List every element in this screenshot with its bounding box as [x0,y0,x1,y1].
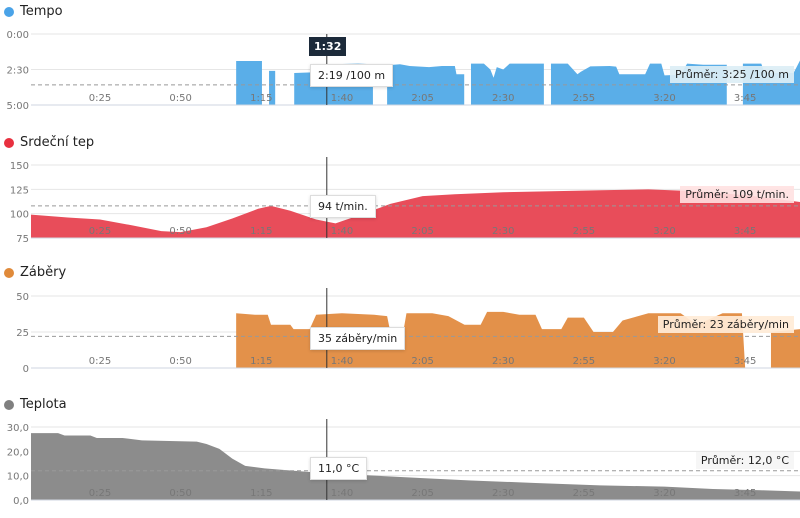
x-tick-label: 2:55 [573,488,595,499]
x-tick-label: 0:50 [169,488,191,499]
x-tick-label: 2:55 [573,226,595,237]
y-tick-label: 5:00 [7,101,29,112]
x-tick-label: 1:15 [250,488,272,499]
x-tick-label: 2:05 [411,93,433,104]
x-tick-label: 2:30 [492,356,514,367]
x-tick-label: 0:50 [169,356,191,367]
x-tick-label: 3:20 [653,226,675,237]
x-tick-label: 3:20 [653,488,675,499]
temperature-title-text: Teplota [20,397,67,412]
heart-rate-legend-dot-icon [4,137,14,148]
temperature-legend-dot-icon [4,399,14,410]
series-area [269,70,276,105]
y-tick-label: 0:00 [7,30,29,41]
y-tick-label: 25 [16,328,29,339]
y-tick-label: 75 [16,234,29,245]
x-tick-label: 3:20 [653,93,675,104]
y-tick-label: 20,0 [7,447,29,458]
heart-rate-average-label: Průměr: 109 t/min. [680,186,794,203]
y-tick-label: 50 [16,292,29,303]
x-tick-label: 1:40 [331,226,353,237]
temperature-tooltip: 11,0 °C [310,457,368,480]
tempo-title: Tempo [4,4,63,19]
strokes-tooltip: 35 záběry/min [310,327,406,350]
temperature-average-label: Průměr: 12,0 °C [695,452,794,469]
heart-rate-title-text: Srdeční tep [20,135,95,150]
x-tick-label: 3:45 [734,488,756,499]
x-tick-label: 1:15 [250,226,272,237]
series-area [236,60,262,105]
tempo-title-text: Tempo [20,4,63,19]
x-tick-label: 2:05 [411,488,433,499]
x-tick-label: 2:05 [411,226,433,237]
y-tick-label: 30,0 [7,423,29,434]
x-tick-label: 0:25 [89,356,111,367]
x-tick-label: 3:45 [734,226,756,237]
x-tick-label: 1:40 [331,93,353,104]
y-tick-label: 10,0 [7,472,29,483]
heart-rate-title: Srdeční tep [4,135,94,150]
y-tick-label: 0,0 [13,496,29,507]
y-tick-label: 100 [10,210,29,221]
cursor-time-badge: 1:32 [309,37,347,56]
x-tick-label: 0:50 [169,226,191,237]
y-tick-label: 0 [23,364,29,375]
x-tick-label: 2:30 [492,488,514,499]
temperature-title: Teplota [4,397,67,412]
x-tick-label: 2:30 [492,93,514,104]
x-tick-label: 3:45 [734,93,756,104]
strokes-title-text: Záběry [20,265,67,280]
tempo-legend-dot-icon [4,6,14,17]
x-tick-label: 0:25 [89,488,111,499]
x-tick-label: 0:50 [169,93,191,104]
x-tick-label: 1:15 [250,356,272,367]
heart-rate-tooltip: 94 t/min. [310,195,376,218]
series-area [31,433,800,500]
x-tick-label: 2:55 [573,93,595,104]
strokes-legend-dot-icon [4,267,14,278]
x-tick-label: 1:40 [331,356,353,367]
strokes-title: Záběry [4,265,66,280]
x-tick-label: 3:20 [653,356,675,367]
y-tick-label: 125 [10,185,29,196]
x-tick-label: 2:55 [573,356,595,367]
x-tick-label: 3:45 [734,356,756,367]
x-tick-label: 0:25 [89,226,111,237]
x-tick-label: 2:30 [492,226,514,237]
x-tick-label: 1:40 [331,488,353,499]
x-tick-label: 0:25 [89,93,111,104]
tempo-average-label: Průměr: 3:25 /100 m [669,66,794,83]
tempo-tooltip: 2:19 /100 m [310,64,394,87]
series-area [31,189,800,238]
x-tick-label: 1:15 [250,93,272,104]
x-tick-label: 2:05 [411,356,433,367]
series-area [470,63,544,105]
y-tick-label: 150 [10,161,29,172]
y-tick-label: 2:30 [7,66,29,77]
strokes-average-label: Průměr: 23 záběry/min [657,316,794,333]
